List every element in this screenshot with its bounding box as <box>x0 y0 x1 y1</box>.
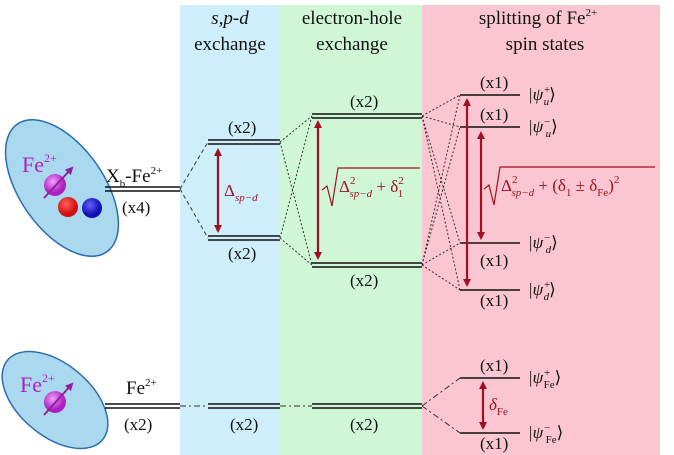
header: electron-hole <box>302 8 402 29</box>
degeneracy: (x1) <box>480 434 508 453</box>
t: + (δ <box>534 176 566 195</box>
diagram: s,p-d exchange electron-hole exchange sp… <box>0 0 674 455</box>
degeneracy: (x1) <box>480 291 508 310</box>
t: ⟩ <box>549 85 556 104</box>
degeneracy: (x2) <box>350 415 378 434</box>
panel-eh <box>280 5 422 455</box>
t: ⟩ <box>549 280 556 299</box>
degeneracy: (x1) <box>480 251 508 270</box>
t: |ψ <box>528 117 544 136</box>
header: exchange <box>194 34 266 55</box>
degeneracy: (x2) <box>228 244 256 263</box>
degeneracy: (x1) <box>480 105 508 124</box>
t: + <box>543 367 550 379</box>
header: exchange <box>316 34 388 55</box>
t: sp−d <box>511 187 534 199</box>
t: − <box>543 422 550 434</box>
t: ⟩ <box>551 233 558 252</box>
header-text: splitting of Fe <box>479 8 586 29</box>
t: 2 <box>350 175 356 187</box>
degeneracy: (x2) <box>124 415 152 434</box>
icon-sup: 2+ <box>44 151 57 165</box>
icon-sup: 2+ <box>42 371 55 385</box>
icon-text: Fe <box>22 152 44 177</box>
t: -Fe <box>125 166 150 187</box>
t: sp−d <box>235 192 258 204</box>
t: Δ <box>501 176 512 195</box>
t: ± δ <box>571 176 597 195</box>
t: |ψ <box>528 368 544 387</box>
level-name: Fe2+ <box>126 377 157 399</box>
degeneracy: (x4) <box>122 198 150 217</box>
t: 2 <box>512 174 518 186</box>
header: s,p-d <box>211 8 249 29</box>
t: ⟩ <box>557 423 564 442</box>
t: Δ <box>224 181 235 200</box>
t: |ψ <box>528 423 544 442</box>
t: X <box>106 166 120 187</box>
t: − <box>543 232 550 244</box>
degeneracy: (x1) <box>480 73 508 92</box>
header: splitting of Fe2+ <box>479 7 597 29</box>
t: Fe <box>544 379 555 391</box>
t: Fe <box>597 187 608 199</box>
t: Fe <box>126 378 145 399</box>
t: + δ <box>372 177 398 196</box>
t: Δ <box>339 177 350 196</box>
t: Fe <box>546 434 557 446</box>
t: 2+ <box>151 165 163 177</box>
t: 1 <box>398 188 404 200</box>
t: |ψ <box>528 85 544 104</box>
t: 2 <box>398 175 404 187</box>
degeneracy: (x2) <box>228 118 256 137</box>
header: spin states <box>506 34 585 55</box>
panel-spd <box>180 5 280 455</box>
degeneracy: (x2) <box>350 92 378 111</box>
panel-fe <box>422 5 660 455</box>
header-sup: 2+ <box>585 7 597 19</box>
degeneracy: (x2) <box>230 415 258 434</box>
t: Fe <box>497 406 508 418</box>
t: ⟩ <box>551 117 558 136</box>
t: |ψ <box>528 280 544 299</box>
t: 2 <box>614 174 620 186</box>
icon-ion: Fe2+ <box>0 333 126 455</box>
icon-text: Fe <box>20 372 42 397</box>
degeneracy: (x1) <box>480 356 508 375</box>
t: sp−d <box>349 188 372 200</box>
degeneracy: (x2) <box>350 271 378 290</box>
t: ⟩ <box>555 368 562 387</box>
t: 2+ <box>145 377 157 389</box>
t: − <box>543 116 550 128</box>
t: |ψ <box>528 233 544 252</box>
